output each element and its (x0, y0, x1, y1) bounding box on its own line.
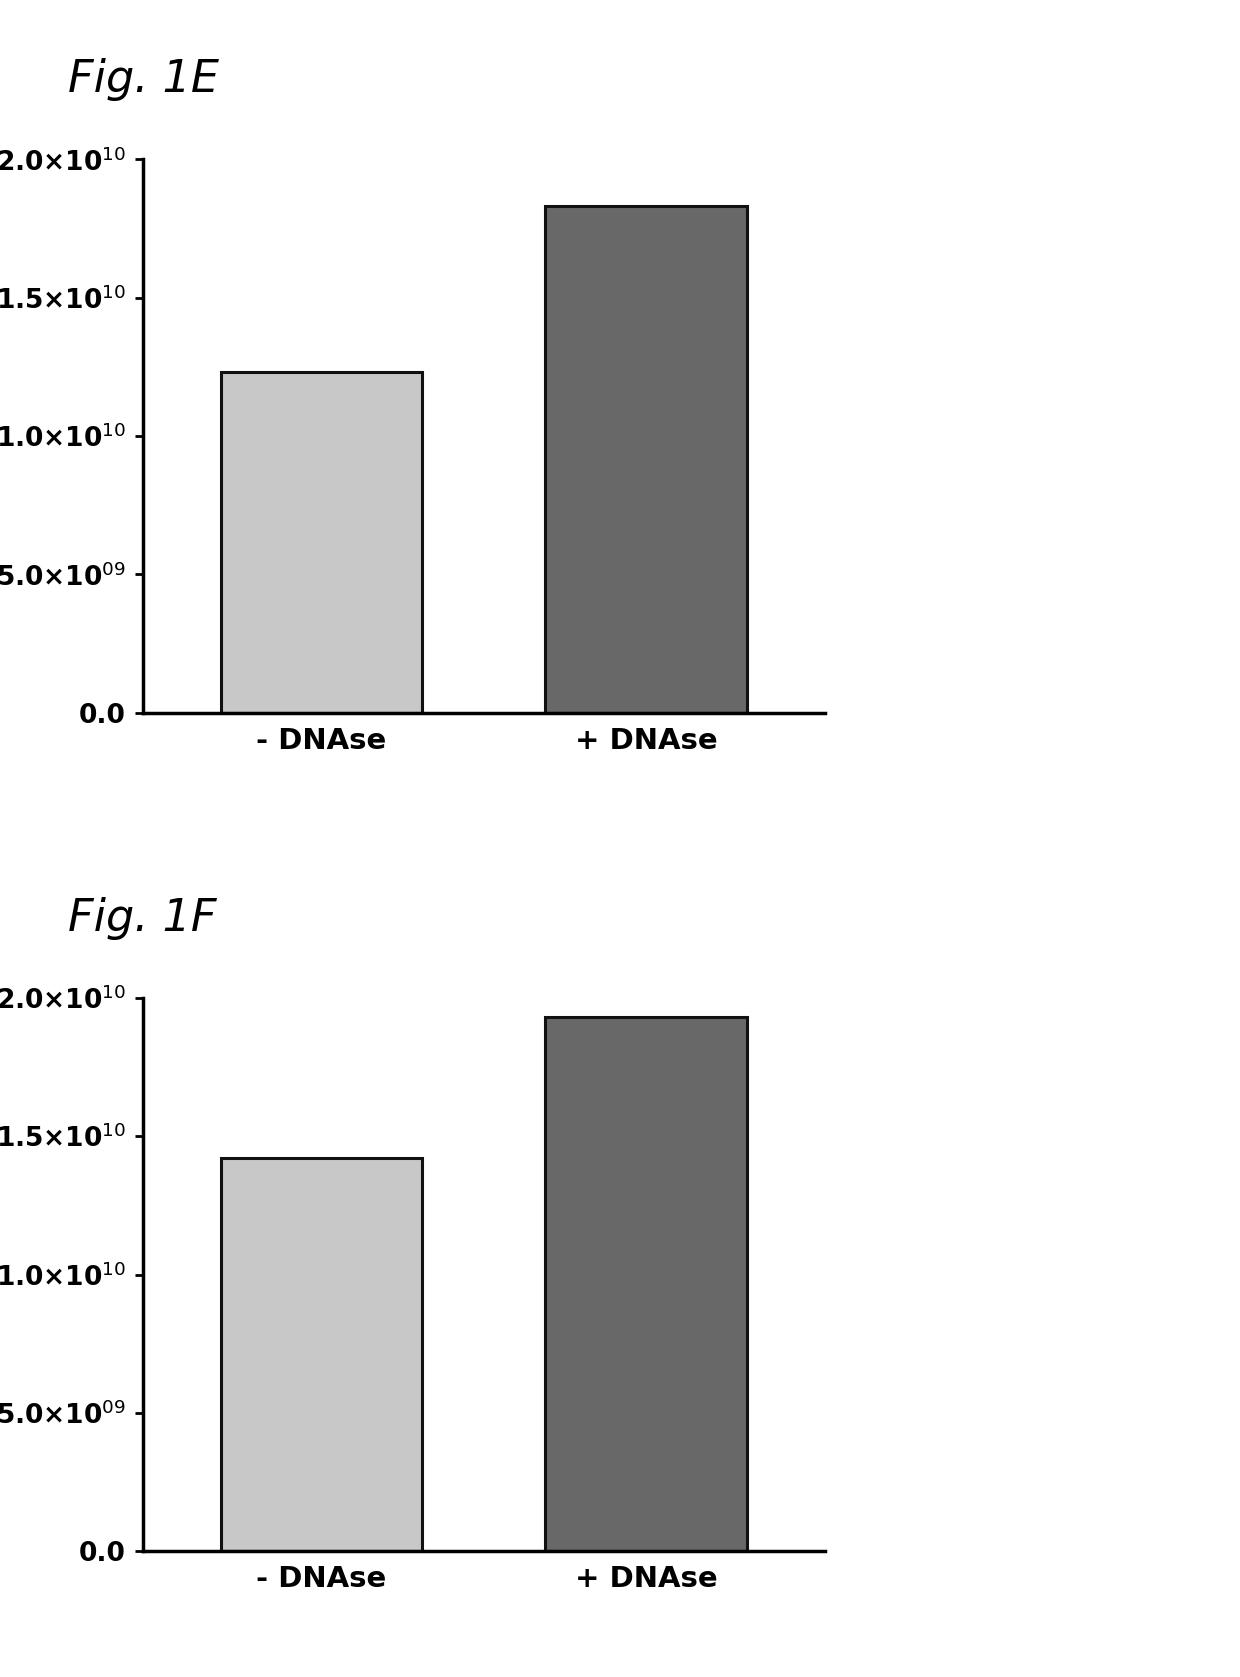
Bar (221, 372, 422, 713)
Bar (546, 1018, 746, 1551)
Text: Fig. 1F: Fig. 1F (68, 897, 217, 939)
Text: Fig. 1E: Fig. 1E (68, 59, 219, 101)
Bar (546, 206, 746, 713)
Bar (221, 1159, 422, 1551)
